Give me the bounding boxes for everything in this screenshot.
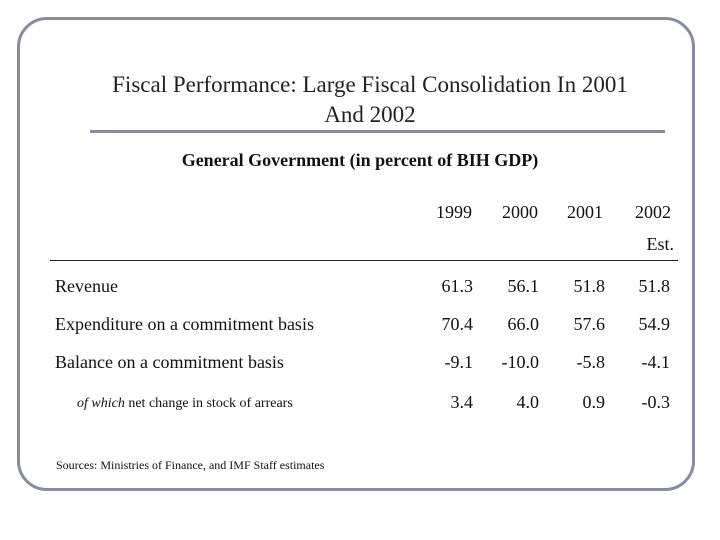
column-header-2002: 2002 (635, 202, 671, 222)
table-cell: -5.8 (576, 352, 606, 372)
table-cell: 61.3 (441, 276, 474, 296)
row-label-balance: Balance on a commitment basis (55, 352, 284, 372)
table-cell: -0.3 (641, 392, 671, 412)
table-cell: -9.1 (444, 352, 474, 372)
table-cell: 56.1 (507, 276, 540, 296)
title-line-1: Fiscal Performance: Large Fiscal Consoli… (112, 72, 628, 97)
table-cell: 70.4 (441, 314, 474, 334)
table-cell: 4.0 (516, 392, 540, 412)
table-cell: -4.1 (641, 352, 671, 372)
table-cell: 51.8 (573, 276, 606, 296)
table-cell: -10.0 (501, 352, 540, 372)
table-cell: 66.0 (507, 314, 540, 334)
table-cell: 54.9 (638, 314, 671, 334)
header-divider (50, 260, 678, 261)
table-cell: 0.9 (582, 392, 606, 412)
title-underline (90, 130, 665, 133)
table-cell: 51.8 (638, 276, 671, 296)
column-header-1999: 1999 (436, 202, 472, 222)
column-header-2000: 2000 (502, 202, 538, 222)
table-subtitle: General Government (in percent of BIH GD… (181, 150, 539, 170)
title-line-2: And 2002 (324, 102, 416, 127)
table-cell: 3.4 (450, 392, 474, 412)
slide-frame (17, 17, 695, 491)
row-label-arrears: of which net change in stock of arrears (77, 396, 293, 412)
source-note: Sources: Ministries of Finance, and IMF … (56, 458, 325, 472)
table-cell: 57.6 (573, 314, 606, 334)
row-label-revenue: Revenue (55, 276, 118, 296)
row-label-arrears-rest: net change in stock of arrears (124, 396, 293, 411)
column-header-est: Est. (646, 234, 674, 254)
column-header-2001: 2001 (567, 202, 603, 222)
row-label-arrears-italic: of which (77, 396, 125, 411)
row-label-expenditure: Expenditure on a commitment basis (55, 314, 314, 334)
slide-title: Fiscal Performance: Large Fiscal Consoli… (30, 70, 710, 130)
